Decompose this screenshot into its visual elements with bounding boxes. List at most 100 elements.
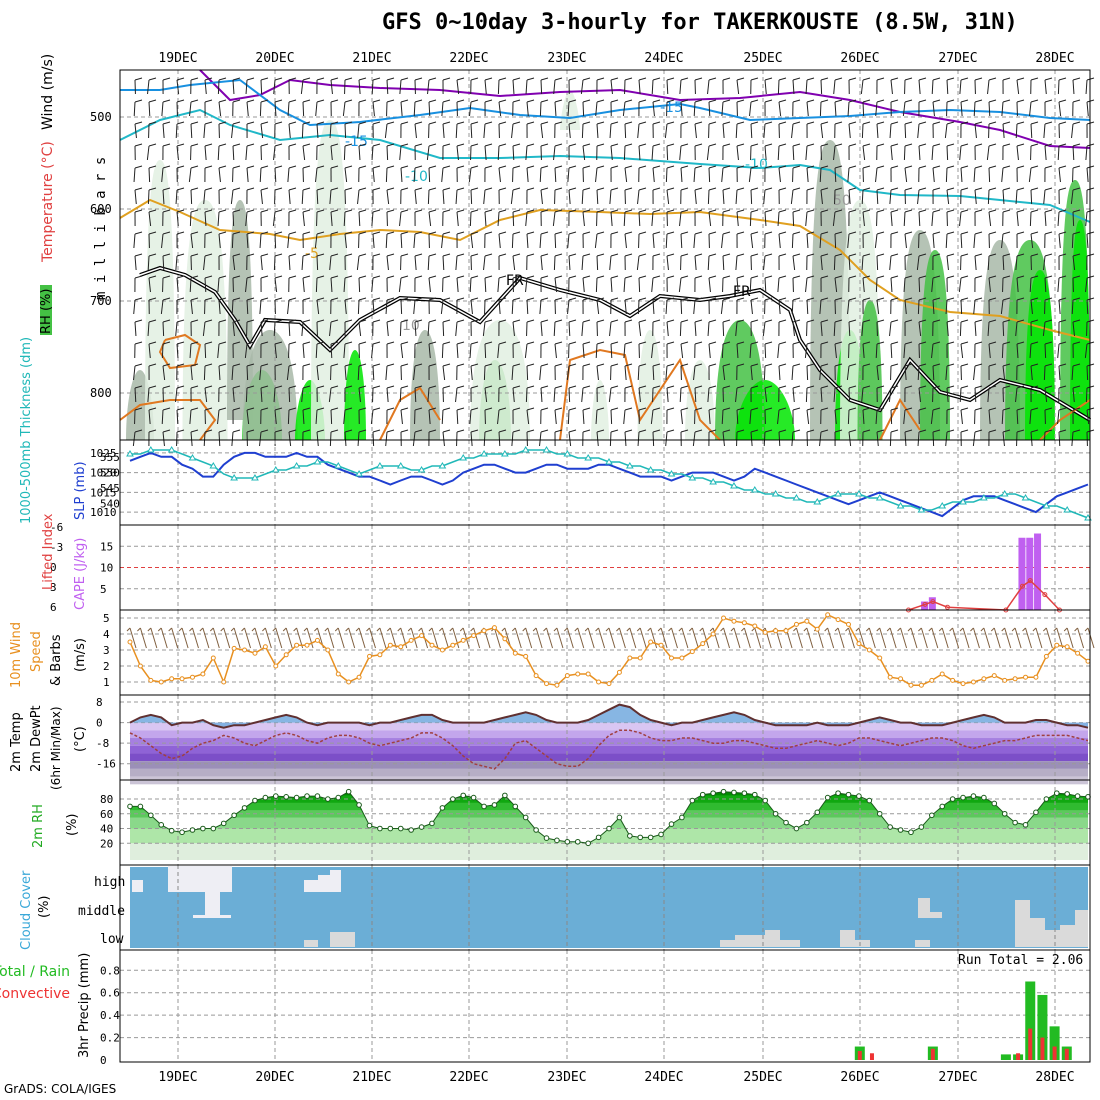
wind-speed-point	[262, 644, 268, 650]
wind-barb	[917, 299, 920, 315]
wind-barb	[904, 123, 907, 139]
wind-barb-flag	[820, 407, 829, 411]
wind-barb	[316, 123, 319, 139]
wind-barb	[413, 299, 416, 315]
surface-wind-barb-flag	[886, 627, 891, 632]
wind-barb-flag	[246, 231, 255, 235]
surface-wind-barb-flag	[355, 627, 360, 632]
wind-barb-flag	[456, 429, 465, 433]
wind-barb-flag	[946, 209, 955, 213]
wind-barb-flag	[274, 297, 283, 301]
wind-barb-flag	[554, 363, 563, 367]
wind-barb	[792, 145, 795, 161]
wind-barb-flag	[414, 77, 423, 81]
wind-barb-flag	[890, 275, 899, 279]
wind-barb-flag	[218, 275, 227, 279]
wind-barb-flag	[386, 407, 395, 411]
wind-barb	[511, 233, 514, 249]
surface-wind-barb	[327, 627, 335, 649]
cloud-low	[918, 898, 930, 918]
wind-barb-flag	[596, 253, 605, 257]
wind-barb-flag	[148, 319, 157, 323]
wind-barb	[497, 145, 500, 161]
wind-barb	[847, 409, 850, 425]
wind-barb	[1071, 365, 1074, 381]
wind-barb	[876, 299, 880, 315]
wind-barb-flag	[988, 99, 997, 103]
wind-barb-flag	[764, 297, 773, 301]
wind-barb	[946, 321, 949, 337]
wind-barb-flag	[148, 209, 157, 213]
wind-barb	[356, 255, 360, 271]
surface-wind-barb-flag	[845, 627, 849, 632]
wind-barb	[693, 101, 696, 117]
wind-barb	[342, 101, 346, 117]
wind-barb-flag	[680, 99, 689, 103]
wind-barb-flag	[162, 209, 171, 213]
wind-speed-point	[1075, 650, 1081, 656]
wind-barb-flag	[540, 77, 549, 81]
rh-point	[637, 834, 644, 841]
wind-barb-flag	[316, 121, 325, 125]
wind-barb-flag	[470, 231, 479, 235]
wind-barb-flag	[1044, 385, 1053, 389]
wind-barb-flag	[498, 385, 507, 389]
wind-barb-flag	[876, 143, 885, 147]
wind-barb-flag	[442, 121, 451, 125]
wind-barb-flag	[946, 165, 955, 169]
wind-barb-flag	[344, 385, 353, 389]
wind-barb	[484, 277, 487, 293]
wind-barb-flag	[316, 77, 325, 81]
wind-barb	[735, 387, 738, 403]
wind-barb-flag	[1016, 99, 1025, 103]
temp-band	[130, 761, 1088, 769]
wind-barb-flag	[1030, 121, 1039, 125]
wind-barb	[274, 233, 277, 249]
wind-barb	[568, 123, 571, 139]
surface-wind-barb-flag	[720, 627, 724, 632]
cloud-low	[1075, 910, 1088, 947]
surface-wind-barb-flag	[157, 627, 162, 632]
wind-barb-flag	[316, 385, 325, 389]
wind-barb-flag	[694, 121, 703, 125]
precip-convective-bar	[857, 1051, 862, 1060]
wind-barb-flag	[512, 209, 521, 213]
wind-barb-flag	[1016, 253, 1025, 257]
wind-barb-flag	[1058, 297, 1067, 301]
wind-barb	[302, 145, 306, 161]
wind-barb-flag	[904, 121, 913, 125]
wind-barb-flag	[974, 165, 983, 169]
wind-barb-flag	[834, 297, 843, 301]
wind-barb-flag	[680, 429, 689, 433]
wind-barb-flag	[456, 341, 465, 345]
wind-barb-flag	[330, 341, 339, 345]
wind-speed-point	[689, 649, 695, 655]
wind-barb	[301, 123, 304, 139]
wind-barb	[1015, 321, 1018, 337]
wind-speed-point	[523, 653, 529, 659]
rh-point	[262, 794, 269, 801]
wind-barb-flag	[288, 297, 297, 301]
wind-barb-flag	[330, 297, 339, 301]
wind-barb-flag	[568, 341, 577, 345]
wind-barb	[245, 387, 248, 403]
wind-barb-flag	[652, 121, 661, 125]
wind-barb-flag	[456, 165, 465, 169]
wind-barb	[707, 255, 710, 271]
wind-barb	[330, 211, 333, 227]
wind-barb-flag	[834, 407, 843, 411]
wind-barb	[582, 409, 585, 425]
cloud-low	[735, 935, 765, 947]
surface-wind-barb-flag	[584, 627, 589, 632]
wind-barb	[1071, 233, 1074, 249]
wind-barb	[358, 79, 361, 95]
rh-tick: 20	[100, 837, 113, 850]
wind-barb-flag	[190, 99, 199, 103]
cloud-label: Cloud Cover	[19, 870, 34, 950]
temp-band	[130, 768, 1088, 777]
cloud-low	[930, 912, 942, 918]
wind-barb-flag	[456, 385, 465, 389]
wind-barb	[651, 277, 654, 293]
precip-convective-bar	[1028, 1028, 1033, 1060]
wind-barb-flag	[694, 297, 703, 301]
